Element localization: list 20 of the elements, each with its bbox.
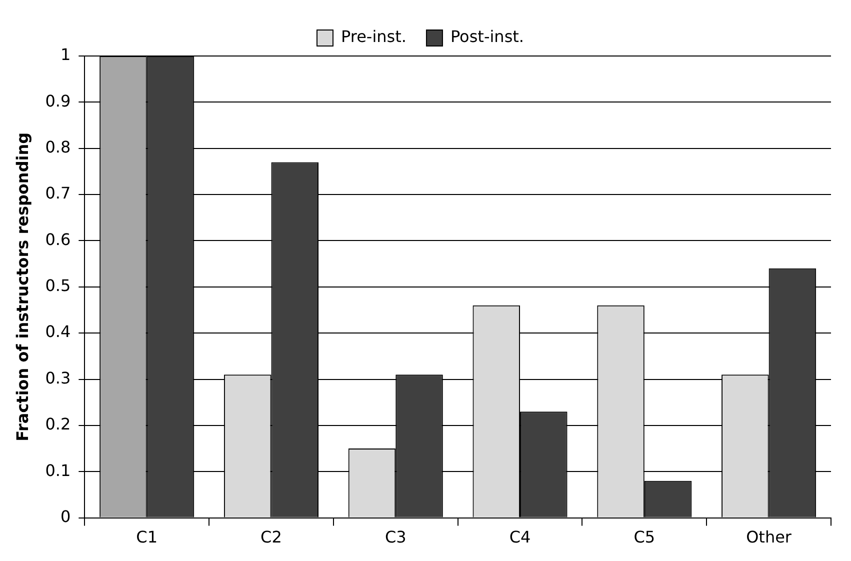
y-tick-label: 0 — [60, 506, 71, 526]
x-tick-label: Other — [746, 528, 792, 547]
legend-label: Pre-inst. — [340, 27, 406, 46]
x-tick-label: C2 — [260, 528, 282, 547]
x-tick-label: C5 — [634, 528, 656, 547]
x-tick-label: C1 — [136, 528, 158, 547]
x-tick-label: C4 — [509, 528, 531, 547]
y-tick-label: 0.3 — [45, 368, 71, 388]
y-tick-label: 1 — [60, 45, 71, 64]
x-tick-label: C3 — [384, 528, 406, 547]
y-tick-label: 0.4 — [45, 322, 71, 342]
y-tick-label: 0.2 — [45, 414, 71, 434]
y-tick-label: 0.1 — [45, 460, 71, 480]
y-tick-label: 0.9 — [45, 91, 71, 110]
legend-label: Post-inst. — [450, 27, 524, 46]
y-tick-label: 0.7 — [45, 184, 71, 203]
y-tick-label: 0.6 — [45, 230, 71, 249]
y-axis-title: Fraction of instructors responding — [12, 132, 32, 442]
y-tick-label: 0.8 — [45, 138, 71, 157]
y-tick-label: 0.5 — [45, 276, 71, 296]
